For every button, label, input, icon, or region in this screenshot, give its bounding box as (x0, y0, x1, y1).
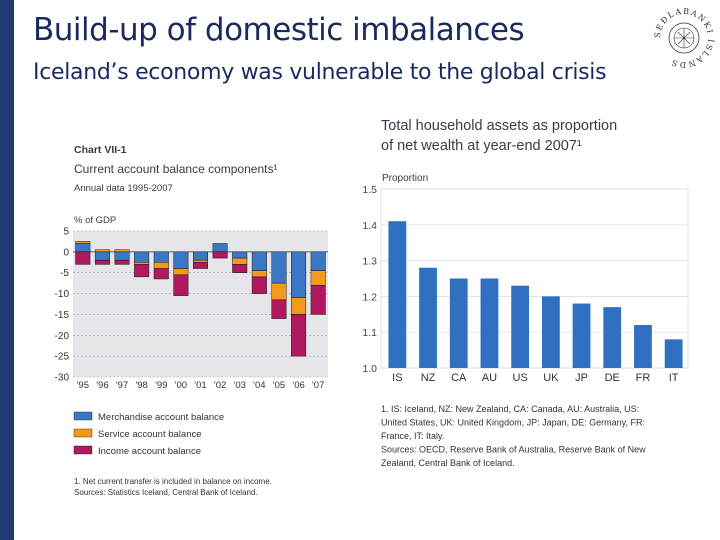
central-bank-seal-logo: SEÐLABANKI ÍSLANDS (653, 7, 714, 69)
y-tick-label: 1.1 (362, 327, 377, 339)
x-tick-label: '04 (253, 380, 265, 391)
x-tick-label: '02 (214, 380, 226, 391)
y-tick-label: -10 (55, 289, 70, 300)
chart-title-line: Total household assets as proportion (381, 118, 617, 134)
legend-swatch (73, 428, 93, 438)
legend-swatch (73, 411, 93, 421)
bar (419, 267, 437, 368)
x-tick-label: AU (482, 372, 497, 384)
bar-segment (94, 249, 110, 253)
x-tick-label: '95 (77, 380, 89, 391)
legend-label: Merchandise account balance (98, 412, 224, 423)
y-tick-label: -30 (55, 373, 70, 384)
y-tick-label: -15 (55, 310, 70, 321)
legend-label: Income account balance (98, 446, 201, 457)
bar-segment (94, 259, 110, 265)
x-tick-label: '06 (292, 380, 304, 391)
x-tick-label: '00 (175, 380, 187, 391)
y-tick-label: 1.5 (362, 184, 377, 196)
x-tick-label: UK (543, 372, 559, 384)
x-tick-label: '98 (135, 380, 147, 391)
chart-footnote: 1. Net current transfer is included in b… (74, 477, 272, 486)
x-tick-label: US (513, 372, 528, 384)
bar (664, 339, 683, 368)
y-tick-label: 5 (63, 227, 69, 238)
y-axis-label: Proportion (382, 173, 428, 184)
bar-segment (291, 314, 307, 357)
chart-footnote-line: France, IT: Italy. (381, 431, 444, 441)
y-tick-label: 0 (63, 247, 69, 258)
bar-segment (192, 262, 209, 269)
x-tick-label: '99 (155, 380, 167, 391)
chart-footnote-line: Zealand, Central Bank of Iceland. (381, 458, 515, 468)
bar (480, 278, 499, 368)
bar-segment (153, 268, 169, 280)
slide-subtitle: Iceland’s economy was vulnerable to the … (33, 60, 607, 85)
chart-footnote-line: Sources: OECD, Reserve Bank of Australia… (381, 445, 646, 455)
chart-footnote-line: United States, UK: United Kingdom, JP: J… (381, 418, 645, 428)
x-tick-label: '97 (116, 380, 128, 391)
chart-sources: Sources: Statistics Iceland, Central Ban… (74, 488, 258, 497)
x-tick-label: '96 (96, 380, 108, 391)
x-tick-label: '07 (312, 380, 324, 391)
x-tick-label: IT (669, 372, 679, 384)
legend-label: Service account balance (98, 429, 202, 440)
bar (603, 307, 622, 368)
chart-title: Current account balance components¹ (74, 162, 277, 176)
slide-title: Build-up of domestic imbalances (33, 12, 525, 48)
x-tick-label: JP (575, 372, 588, 384)
x-tick-label: IS (392, 372, 402, 384)
y-tick-label: -5 (60, 268, 69, 279)
x-tick-label: FR (636, 372, 651, 384)
bar-segment (173, 274, 189, 296)
legend-swatch (73, 445, 93, 455)
bar (449, 278, 468, 368)
chart-subtitle: Annual data 1995-2007 (74, 183, 173, 194)
x-tick-label: CA (451, 372, 467, 384)
bar (511, 285, 530, 368)
x-tick-label: DE (605, 372, 620, 384)
bar-segment (114, 259, 130, 265)
bar-segment (251, 276, 267, 294)
bar-segment (212, 251, 228, 259)
chart-number: Chart VII-1 (74, 144, 127, 156)
bar (634, 325, 652, 368)
bar-segment (310, 284, 326, 315)
y-axis-label: % of GDP (74, 215, 116, 226)
bar-segment (232, 264, 248, 273)
x-tick-label: '03 (234, 380, 246, 391)
y-tick-label: 1.3 (362, 256, 377, 268)
bar-segment (271, 299, 287, 319)
bar (388, 221, 407, 368)
x-tick-label: '05 (273, 380, 285, 391)
y-tick-label: -20 (55, 331, 70, 342)
bar-segment (75, 241, 91, 244)
bar (572, 303, 591, 368)
chart-footnote-line: 1. IS: Iceland, NZ: New Zealand, CA: Can… (381, 404, 639, 414)
x-tick-label: '01 (194, 380, 206, 391)
bar-segment (134, 264, 150, 278)
y-tick-label: 1.0 (362, 363, 377, 375)
chart-title-line: of net wealth at year-end 2007¹ (381, 138, 582, 154)
y-tick-label: 1.2 (362, 291, 377, 303)
y-tick-label: 1.4 (362, 220, 377, 232)
x-tick-label: NZ (421, 372, 436, 384)
y-tick-label: -25 (55, 352, 70, 363)
slide-side-bar (0, 0, 14, 540)
bar-segment (75, 251, 91, 265)
bar-segment (114, 249, 130, 253)
bar (541, 296, 560, 368)
